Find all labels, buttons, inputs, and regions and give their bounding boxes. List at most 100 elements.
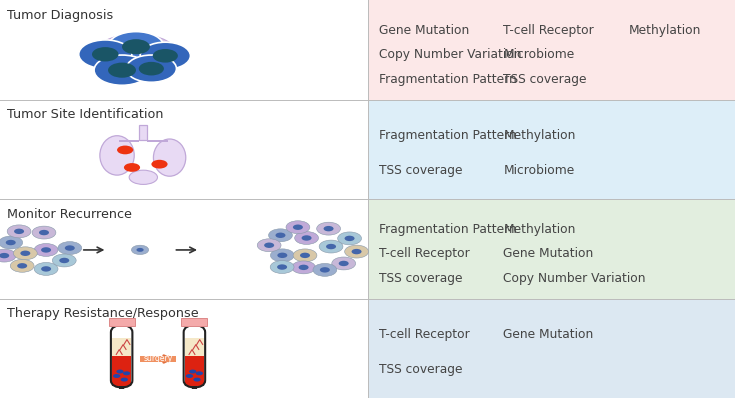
Circle shape	[257, 239, 281, 252]
Circle shape	[196, 371, 203, 375]
Text: Microbiome: Microbiome	[503, 49, 575, 62]
Circle shape	[193, 378, 201, 382]
Text: Gene Mutation: Gene Mutation	[379, 24, 469, 37]
Circle shape	[60, 258, 69, 263]
Circle shape	[339, 261, 348, 266]
Circle shape	[58, 242, 82, 254]
Circle shape	[116, 370, 123, 373]
Text: T-cell Receptor: T-cell Receptor	[379, 328, 469, 341]
Text: surgery: surgery	[143, 355, 173, 363]
Circle shape	[140, 42, 190, 69]
Circle shape	[186, 374, 193, 378]
Circle shape	[351, 249, 362, 254]
Bar	[147, 140, 168, 142]
Text: TSS coverage: TSS coverage	[379, 164, 462, 177]
Circle shape	[313, 263, 337, 276]
Bar	[112, 338, 131, 357]
Text: Fragmentation Pattern: Fragmentation Pattern	[379, 223, 516, 236]
Circle shape	[126, 55, 176, 82]
Text: Fragmentation Pattern: Fragmentation Pattern	[379, 129, 516, 142]
Circle shape	[300, 253, 310, 258]
Circle shape	[14, 228, 24, 234]
Circle shape	[276, 232, 285, 238]
Circle shape	[151, 160, 168, 169]
Circle shape	[277, 264, 287, 270]
Circle shape	[93, 34, 179, 81]
Circle shape	[92, 47, 118, 61]
Circle shape	[132, 245, 148, 255]
Polygon shape	[168, 355, 176, 363]
Text: Gene Mutation: Gene Mutation	[503, 248, 594, 261]
Circle shape	[79, 40, 132, 68]
Text: Fragmentation Pattern: Fragmentation Pattern	[379, 73, 516, 86]
Circle shape	[345, 236, 354, 241]
Circle shape	[113, 374, 121, 378]
Circle shape	[323, 226, 334, 231]
Bar	[185, 338, 204, 357]
Text: TSS coverage: TSS coverage	[379, 272, 462, 285]
Text: TSS coverage: TSS coverage	[503, 73, 587, 86]
Circle shape	[123, 371, 130, 375]
Circle shape	[41, 247, 51, 253]
Bar	[112, 356, 131, 386]
Text: Microbiome: Microbiome	[503, 164, 575, 177]
Bar	[182, 318, 207, 326]
Circle shape	[326, 244, 336, 249]
Circle shape	[117, 146, 133, 154]
Circle shape	[293, 249, 317, 262]
Bar	[185, 356, 204, 386]
Circle shape	[292, 261, 315, 274]
Circle shape	[298, 265, 309, 270]
Circle shape	[320, 267, 330, 273]
Circle shape	[124, 163, 140, 172]
Text: Tumor Diagnosis: Tumor Diagnosis	[7, 9, 114, 22]
Circle shape	[10, 259, 34, 272]
Circle shape	[345, 245, 368, 258]
Text: T-cell Receptor: T-cell Receptor	[503, 24, 594, 37]
Circle shape	[337, 232, 362, 245]
Bar	[0, 0, 368, 398]
Bar	[119, 140, 139, 142]
Text: Therapy Resistance/Response: Therapy Resistance/Response	[7, 307, 199, 320]
Circle shape	[0, 249, 16, 262]
Text: Methylation: Methylation	[503, 129, 576, 142]
Text: TSS coverage: TSS coverage	[379, 363, 462, 376]
Bar	[139, 125, 147, 140]
Bar	[111, 325, 132, 380]
Circle shape	[13, 247, 37, 260]
Circle shape	[108, 31, 164, 62]
Circle shape	[268, 229, 293, 242]
Bar	[184, 325, 205, 380]
Circle shape	[286, 221, 310, 234]
Circle shape	[189, 370, 196, 373]
Ellipse shape	[100, 136, 135, 175]
Circle shape	[34, 244, 58, 256]
Ellipse shape	[154, 139, 186, 176]
Circle shape	[0, 253, 10, 258]
Text: Copy Number Variation: Copy Number Variation	[503, 272, 646, 285]
Circle shape	[270, 249, 294, 262]
Ellipse shape	[129, 170, 157, 184]
Text: Monitor Recurrence: Monitor Recurrence	[7, 208, 132, 221]
Circle shape	[270, 261, 294, 273]
Circle shape	[319, 240, 343, 253]
Circle shape	[39, 230, 49, 235]
Bar	[368, 100, 735, 199]
Circle shape	[331, 257, 356, 270]
Circle shape	[108, 62, 136, 78]
Circle shape	[122, 39, 150, 54]
Circle shape	[137, 248, 143, 252]
Bar	[140, 356, 176, 362]
Circle shape	[17, 263, 27, 269]
Circle shape	[121, 378, 128, 382]
Bar	[368, 199, 735, 298]
Bar	[368, 298, 735, 398]
Circle shape	[94, 55, 150, 85]
Text: Methylation: Methylation	[628, 24, 700, 37]
Circle shape	[317, 222, 340, 235]
Circle shape	[32, 226, 56, 239]
Circle shape	[295, 232, 318, 244]
Circle shape	[139, 62, 164, 76]
Circle shape	[65, 245, 75, 251]
Circle shape	[277, 253, 287, 258]
